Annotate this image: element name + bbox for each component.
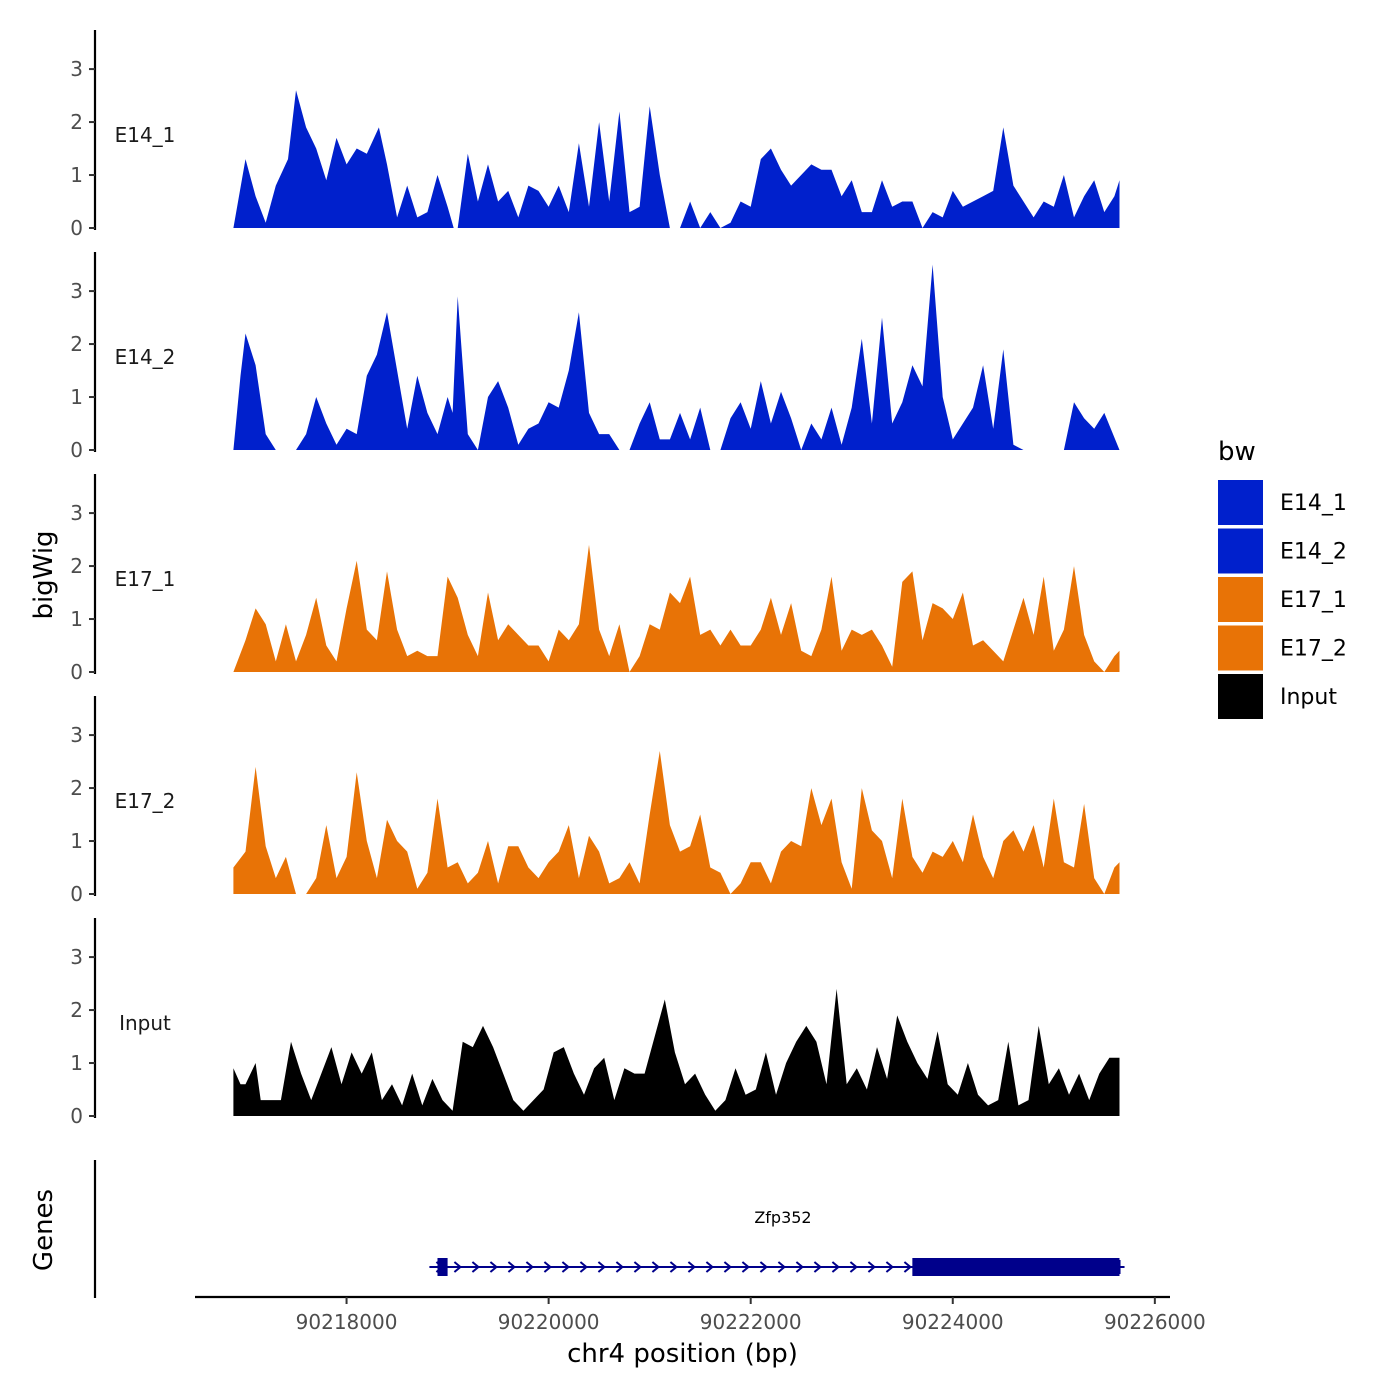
strand-arrow: [633, 1261, 642, 1273]
legend-swatch-E14_1: [1218, 480, 1263, 525]
x-axis: 90218000 90220000 90222000 90224000 90226000: [195, 1295, 1206, 1334]
legend-label-E17_2: E17_2: [1280, 637, 1347, 662]
strand-arrow: [579, 1261, 588, 1273]
utr-block: [1079, 1260, 1121, 1274]
x-tick-label: 90224000: [902, 1310, 1004, 1334]
track-panels: 0 1 2 3 E14_1 0 1 2 3 E14_2 0 1 2 3 E17_1 0 1 2 3 E17_2 0 1 2 3…: [70, 30, 1120, 1128]
area-Input: [233, 988, 1120, 1116]
strand-arrow: [489, 1261, 498, 1273]
y-tick-label: 2: [70, 110, 83, 134]
panel-E17_1: 0 1 2 3 E17_1: [70, 474, 1120, 684]
strand-arrow: [669, 1261, 678, 1273]
x-tick-label: 90226000: [1104, 1310, 1206, 1334]
y-tick-label: 1: [70, 1051, 83, 1075]
strand-arrow: [831, 1261, 840, 1273]
panel-label: E14_2: [115, 345, 176, 369]
panel-label: E17_1: [115, 567, 176, 591]
y-tick-label: 0: [70, 438, 83, 462]
strand-arrow: [705, 1261, 714, 1273]
strand-arrow: [867, 1261, 876, 1273]
y-tick-label: 2: [70, 554, 83, 578]
panel-label: Input: [119, 1011, 171, 1035]
strand-arrow: [885, 1261, 894, 1273]
legend-swatch-Input: [1218, 674, 1263, 719]
panel-E14_2: 0 1 2 3 E14_2: [70, 252, 1120, 462]
legend-swatch-E17_1: [1218, 577, 1263, 622]
strand-arrow: [507, 1261, 516, 1273]
y-tick-label: 0: [70, 882, 83, 906]
panel-E17_2: 0 1 2 3 E17_2: [70, 696, 1120, 906]
legend-label-E14_1: E14_1: [1280, 491, 1347, 516]
strand-arrow: [813, 1261, 822, 1273]
y-tick-label: 1: [70, 829, 83, 853]
y-tick-label: 3: [70, 279, 83, 303]
x-tick-label: 90220000: [498, 1310, 600, 1334]
strand-arrow: [723, 1261, 732, 1273]
panel-label: E17_2: [115, 789, 176, 813]
x-tick-label: 90218000: [296, 1310, 398, 1334]
strand-arrow: [651, 1261, 660, 1273]
strand-arrow: [453, 1261, 462, 1273]
strand-arrow: [525, 1261, 534, 1273]
genes-axis-title: Genes: [29, 1189, 59, 1271]
legend-label-Input: Input: [1280, 685, 1337, 710]
strand-arrow: [543, 1261, 552, 1273]
panel-label: E14_1: [115, 123, 176, 147]
area-E14_1: [233, 90, 1120, 228]
genes-track: Zfp352: [93, 1160, 1125, 1298]
exon-block: [912, 1258, 1120, 1276]
y-tick-label: 0: [70, 1104, 83, 1128]
y-tick-label: 3: [70, 501, 83, 525]
y-tick-label: 0: [70, 660, 83, 684]
legend-swatch-E14_2: [1218, 528, 1263, 574]
area-E17_2: [233, 751, 1120, 894]
strand-arrow: [777, 1261, 786, 1273]
exon-block: [437, 1258, 448, 1276]
legend-swatch-E17_2: [1218, 625, 1263, 671]
y-tick-label: 2: [70, 332, 83, 356]
y-tick-label: 2: [70, 776, 83, 800]
y-tick-label: 2: [70, 998, 83, 1022]
y-axis-title: bigWig: [29, 530, 59, 619]
strand-arrow: [849, 1261, 858, 1273]
strand-arrow: [741, 1261, 750, 1273]
strand-arrow: [759, 1261, 768, 1273]
y-tick-label: 3: [70, 57, 83, 81]
legend: bw E14_1 E14_2 E17_1 E17_2 Input: [1218, 437, 1347, 719]
strand-arrow: [615, 1261, 624, 1273]
y-tick-label: 3: [70, 723, 83, 747]
y-tick-label: 1: [70, 163, 83, 187]
strand-arrow: [561, 1261, 570, 1273]
x-tick-label: 90222000: [700, 1310, 802, 1334]
x-axis-title: chr4 position (bp): [567, 1339, 798, 1369]
area-E14_2: [233, 264, 1120, 450]
panel-E14_1: 0 1 2 3 E14_1: [70, 30, 1120, 240]
strand-arrow: [903, 1261, 912, 1273]
y-tick-label: 1: [70, 607, 83, 631]
legend-title: bw: [1218, 437, 1256, 467]
panel-Input: 0 1 2 3 Input: [70, 918, 1120, 1128]
strand-arrow: [795, 1261, 804, 1273]
y-tick-label: 1: [70, 385, 83, 409]
legend-label-E17_1: E17_1: [1280, 588, 1347, 613]
y-tick-label: 0: [70, 216, 83, 240]
gene-Zfp352: Zfp352: [429, 1208, 1125, 1276]
gene-label: Zfp352: [754, 1208, 811, 1227]
area-E17_1: [233, 544, 1120, 672]
strand-arrow: [687, 1261, 696, 1273]
strand-arrow: [471, 1261, 480, 1273]
strand-arrow: [597, 1261, 606, 1273]
legend-label-E14_2: E14_2: [1280, 540, 1347, 565]
y-tick-label: 3: [70, 945, 83, 969]
